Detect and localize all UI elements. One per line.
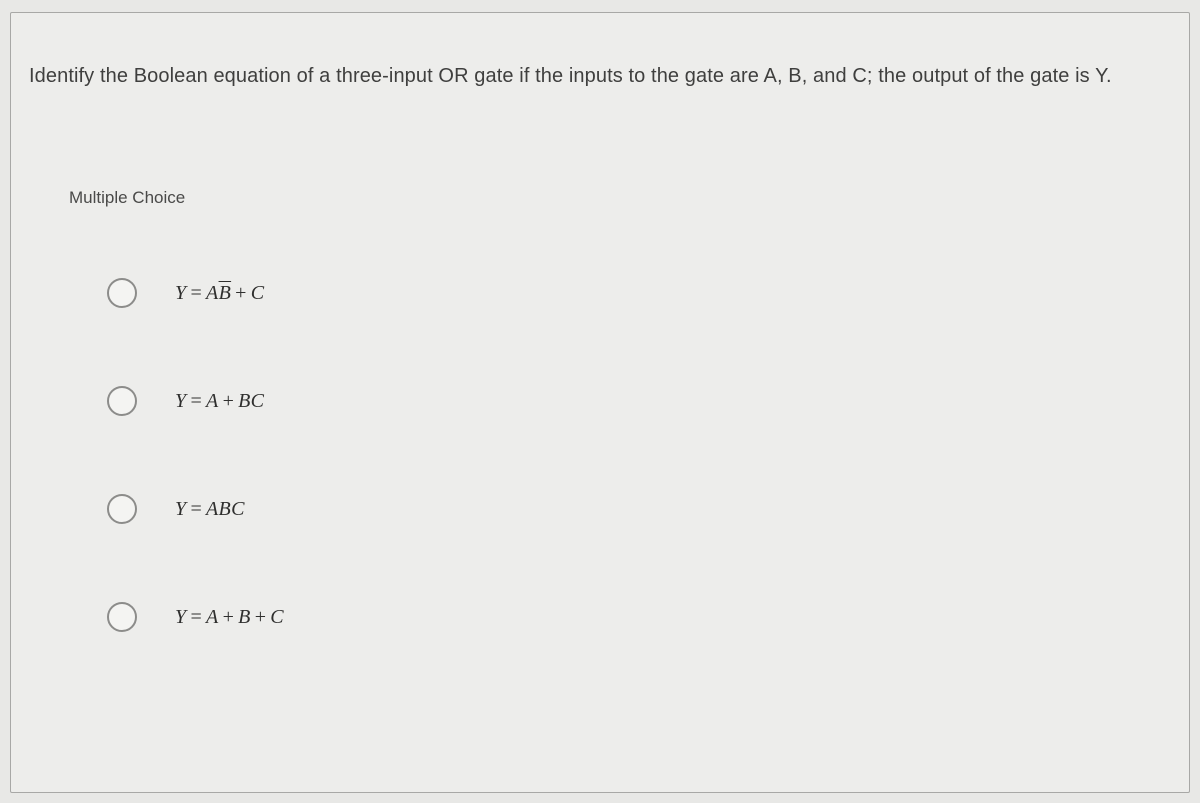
question-text: Identify the Boolean equation of a three…	[29, 63, 1171, 90]
radio-icon[interactable]	[107, 386, 137, 416]
option-a-expression: Y=AB+C	[175, 282, 264, 305]
radio-icon[interactable]	[107, 278, 137, 308]
option-d[interactable]: Y=A+B+C	[107, 602, 1171, 632]
option-b-expression: Y=A+BC	[175, 390, 264, 413]
page-root: Identify the Boolean equation of a three…	[0, 0, 1200, 803]
option-b[interactable]: Y=A+BC	[107, 386, 1171, 416]
multiple-choice-label: Multiple Choice	[69, 188, 1171, 208]
option-a[interactable]: Y=AB+C	[107, 278, 1171, 308]
option-c[interactable]: Y=ABC	[107, 494, 1171, 524]
option-d-expression: Y=A+B+C	[175, 606, 284, 629]
radio-icon[interactable]	[107, 602, 137, 632]
radio-icon[interactable]	[107, 494, 137, 524]
options-list: Y=AB+C Y=A+BC Y=ABC Y=A+B+C	[107, 278, 1171, 632]
option-c-expression: Y=ABC	[175, 498, 245, 521]
content-frame: Identify the Boolean equation of a three…	[10, 12, 1190, 793]
